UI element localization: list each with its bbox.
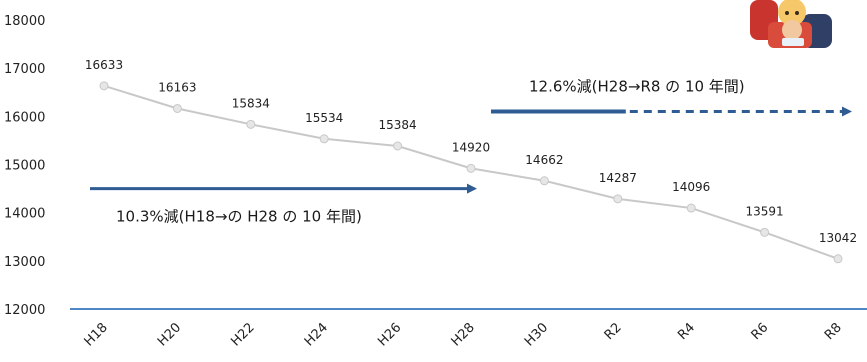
arrow-head-h28 <box>467 183 477 194</box>
data-point-H28 <box>466 163 476 173</box>
x-tick-label-H20: H20 <box>155 320 184 349</box>
data-point-H20 <box>172 103 182 113</box>
data-point-H18 <box>99 81 109 91</box>
data-label-H26: 15384 <box>379 118 417 132</box>
data-point-H30 <box>539 176 549 186</box>
annotation-text-h18-h28: 10.3%減(H18→の H28 の 10 年間) <box>116 208 362 226</box>
data-label-H28: 14920 <box>452 140 490 154</box>
data-points <box>99 81 843 264</box>
y-tick-label-14000: 14000 <box>4 207 45 222</box>
annotation-decline-h18-h28: 10.3%減(H18→の H28 の 10 年間) <box>90 183 477 226</box>
annotation-text-h28-r8: 12.6%減(H28→R8 の 10 年間) <box>529 78 745 96</box>
data-label-H30: 14662 <box>525 153 563 167</box>
y-tick-label-17000: 17000 <box>4 62 45 77</box>
x-tick-label-H22: H22 <box>228 320 257 349</box>
y-tick-label-13000: 13000 <box>4 255 45 270</box>
data-point-R4 <box>686 203 696 213</box>
x-tick-label-R2: R2 <box>602 320 625 343</box>
data-point-R6 <box>760 227 770 237</box>
x-tick-label-R6: R6 <box>749 320 772 343</box>
data-point-R8 <box>833 254 843 264</box>
annotation-decline-h28-r8: 12.6%減(H28→R8 の 10 年間) <box>491 78 852 117</box>
x-tick-label-R8: R8 <box>822 320 845 343</box>
data-label-R2: 14287 <box>599 171 637 185</box>
y-tick-label-16000: 16000 <box>4 110 45 125</box>
y-tick-label-12000: 12000 <box>4 303 45 318</box>
data-label-R4: 14096 <box>672 180 710 194</box>
data-label-R8: 13042 <box>819 231 857 245</box>
x-tick-label-H26: H26 <box>375 320 404 349</box>
y-axis: 12000 13000 14000 15000 16000 17000 18000 <box>4 14 45 318</box>
data-point-H24 <box>319 134 329 144</box>
y-tick-label-15000: 15000 <box>4 159 45 174</box>
data-label-H20: 16163 <box>158 80 196 94</box>
data-point-H22 <box>246 119 256 129</box>
data-labels: 16633 16163 15834 15534 15384 14920 14662 14287… <box>85 58 857 245</box>
data-label-H18: 16633 <box>85 58 123 72</box>
data-label-H22: 15834 <box>232 96 270 110</box>
x-tick-label-H18: H18 <box>82 320 111 349</box>
x-tick-label-R4: R4 <box>675 320 698 343</box>
x-axis: H18 H20 H22 H24 H26 H28 H30 R2 R4 R6 R8 <box>82 320 845 349</box>
data-label-H24: 15534 <box>305 111 343 125</box>
data-label-R6: 13591 <box>746 204 784 218</box>
data-point-H26 <box>393 141 403 151</box>
x-tick-label-H30: H30 <box>522 320 551 349</box>
data-point-R2 <box>613 194 623 204</box>
arrow-head-r8 <box>842 106 852 117</box>
family-illustration-icon <box>750 0 832 48</box>
x-tick-label-H28: H28 <box>449 320 478 349</box>
y-tick-label-18000: 18000 <box>4 14 45 29</box>
x-tick-label-H24: H24 <box>302 320 331 349</box>
